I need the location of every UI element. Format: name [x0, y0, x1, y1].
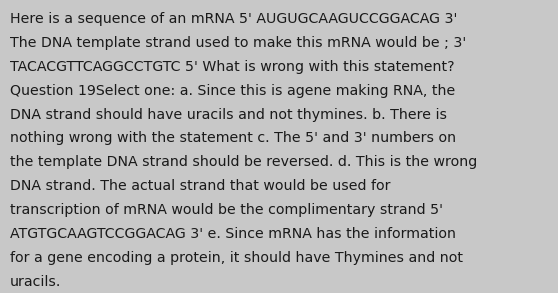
Text: TACACGTTCAGGCCTGTC 5' What is wrong with this statement?: TACACGTTCAGGCCTGTC 5' What is wrong with… — [10, 59, 455, 74]
Text: Question 19Select one: a. Since this is agene making RNA, the: Question 19Select one: a. Since this is … — [10, 84, 455, 98]
Text: The DNA template strand used to make this mRNA would be ; 3': The DNA template strand used to make thi… — [10, 36, 466, 50]
Text: for a gene encoding a protein, it should have Thymines and not: for a gene encoding a protein, it should… — [10, 251, 463, 265]
Text: transcription of mRNA would be the complimentary strand 5': transcription of mRNA would be the compl… — [10, 203, 443, 217]
Text: DNA strand should have uracils and not thymines. b. There is: DNA strand should have uracils and not t… — [10, 108, 447, 122]
Text: ATGTGCAAGTCCGGACAG 3' e. Since mRNA has the information: ATGTGCAAGTCCGGACAG 3' e. Since mRNA has … — [10, 227, 456, 241]
Text: Here is a sequence of an mRNA 5' AUGUGCAAGUCCGGACAG 3': Here is a sequence of an mRNA 5' AUGUGCA… — [10, 12, 458, 26]
Text: DNA strand. The actual strand that would be used for: DNA strand. The actual strand that would… — [10, 179, 391, 193]
Text: nothing wrong with the statement c. The 5' and 3' numbers on: nothing wrong with the statement c. The … — [10, 132, 456, 145]
Text: the template DNA strand should be reversed. d. This is the wrong: the template DNA strand should be revers… — [10, 155, 477, 169]
Text: uracils.: uracils. — [10, 275, 61, 289]
